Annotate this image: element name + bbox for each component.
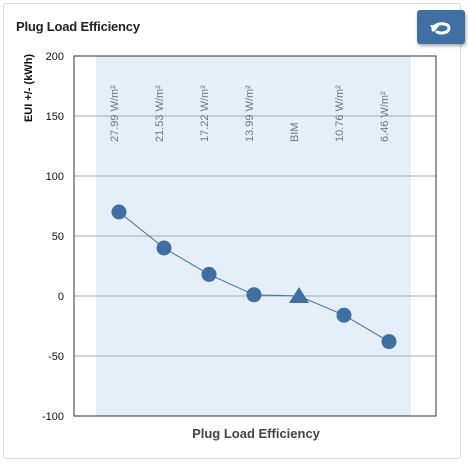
category-label: 27.99 W/m²	[109, 85, 121, 142]
category-label: 10.76 W/m²	[334, 85, 346, 142]
y-tick-label: -100	[42, 411, 64, 423]
y-tick-label: 0	[58, 291, 64, 303]
y-tick-label: -50	[48, 351, 64, 363]
y-axis-title: EUI +/- (kWh)	[23, 54, 35, 122]
data-point	[201, 266, 217, 282]
y-tick-label: 50	[52, 231, 64, 243]
category-label: 21.53 W/m²	[154, 85, 166, 142]
y-tick-label: 200	[46, 51, 64, 63]
return-arrow-icon	[430, 22, 451, 35]
data-point	[336, 307, 352, 323]
plot-frame	[73, 55, 437, 417]
panel-title: Plug Load Efficiency	[16, 19, 140, 34]
data-point	[111, 204, 127, 220]
category-label: 6.46 W/m²	[379, 91, 391, 142]
x-axis-title: Plug Load Efficiency	[192, 426, 321, 441]
data-point	[156, 240, 172, 256]
y-tick-label: 150	[46, 111, 64, 123]
data-point	[246, 287, 262, 303]
category-label: BIM	[289, 122, 301, 142]
category-label: 13.99 W/m²	[244, 85, 256, 142]
data-point	[381, 334, 397, 350]
y-tick-label: 100	[46, 171, 64, 183]
return-button[interactable]	[417, 10, 465, 44]
data-point-triangle	[289, 287, 309, 303]
category-label: 17.22 W/m²	[199, 85, 211, 142]
